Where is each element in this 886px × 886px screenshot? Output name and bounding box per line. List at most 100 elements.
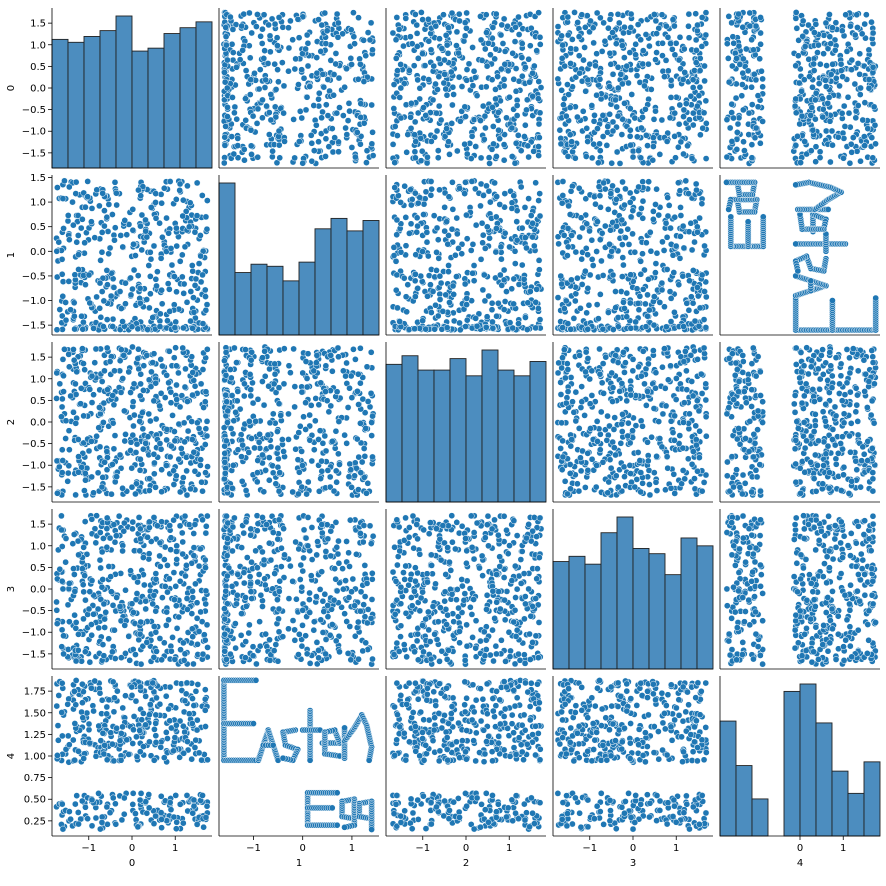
scatter-point: [132, 449, 140, 456]
scatter-point: [696, 83, 704, 91]
scatter-point: [402, 293, 410, 301]
scatter-point: [275, 14, 283, 21]
scatter-point: [302, 106, 310, 114]
scatter-point: [172, 344, 179, 352]
scatter-point: [559, 41, 566, 49]
scatter-point: [272, 480, 280, 488]
scatter-point: [846, 159, 854, 167]
scatter-point: [165, 379, 172, 387]
scatter-point: [173, 224, 180, 232]
scatter-point: [687, 219, 695, 227]
scatter-point: [190, 294, 197, 301]
scatter-point: [130, 411, 138, 419]
scatter-point: [741, 147, 748, 154]
scatter-point: [260, 401, 268, 409]
scatter-point: [564, 81, 571, 88]
scatter-point: [109, 461, 116, 468]
scatter-point: [739, 81, 746, 88]
scatter-point: [798, 112, 806, 120]
scatter-point: [221, 78, 229, 86]
scatter-point: [492, 248, 500, 256]
scatter-point: [669, 16, 677, 23]
scatter-point: [671, 22, 678, 30]
scatter-point: [809, 126, 817, 134]
scatter-point: [618, 216, 626, 224]
scatter-point: [691, 67, 698, 74]
scatter-point: [184, 398, 191, 405]
scatter-point: [53, 395, 60, 402]
scatter-point: [815, 80, 823, 87]
scatter-point: [302, 426, 309, 433]
scatter-point: [339, 112, 347, 119]
scatter-point: [441, 227, 449, 235]
scatter-point: [477, 256, 485, 263]
scatter-point: [511, 159, 519, 167]
scatter-point: [868, 18, 875, 26]
scatter-point: [157, 255, 165, 262]
scatter-point: [645, 60, 652, 68]
scatter-point: [434, 236, 442, 244]
scatter-point: [856, 70, 863, 78]
scatter-point: [582, 153, 590, 160]
scatter-point: [560, 305, 568, 312]
scatter-point: [608, 159, 616, 167]
scatter-point: [323, 27, 331, 35]
y-tick-label: 0.0: [30, 84, 46, 95]
scatter-point: [513, 236, 521, 244]
scatter-point: [146, 475, 153, 482]
scatter-point: [702, 31, 710, 39]
scatter-point: [280, 345, 288, 352]
scatter-point: [596, 147, 604, 154]
scatter-point: [653, 30, 660, 37]
scatter-point: [197, 252, 205, 260]
scatter-point: [132, 252, 139, 259]
scatter-point: [246, 91, 254, 98]
scatter-point: [198, 478, 205, 486]
scatter-point: [147, 255, 155, 263]
scatter-point: [554, 23, 562, 30]
scatter-point: [164, 317, 171, 325]
scatter-point: [316, 427, 324, 435]
panel-0-3: [552, 8, 713, 169]
scatter-point: [103, 448, 111, 455]
scatter-point: [529, 69, 536, 77]
scatter-point: [147, 290, 154, 298]
scatter-point: [609, 271, 617, 279]
scatter-point: [189, 369, 197, 376]
scatter-point: [698, 271, 706, 279]
scatter-point: [472, 143, 480, 150]
scatter-point: [858, 30, 866, 38]
scatter-point: [472, 221, 480, 229]
scatter-point: [865, 46, 873, 54]
scatter-point: [461, 140, 469, 148]
scatter-point: [149, 359, 157, 366]
scatter-point: [477, 36, 485, 44]
scatter-point: [156, 440, 164, 447]
scatter-point: [303, 383, 311, 391]
scatter-point: [625, 241, 633, 248]
scatter-point: [441, 70, 449, 78]
scatter-point: [479, 231, 487, 239]
scatter-point: [147, 204, 155, 211]
scatter-point: [322, 101, 330, 109]
scatter-point: [411, 148, 419, 156]
scatter-point: [810, 60, 817, 68]
scatter-point: [726, 124, 734, 132]
scatter-point: [559, 178, 567, 185]
scatter-point: [394, 67, 401, 74]
scatter-point: [333, 478, 340, 486]
scatter-point: [334, 344, 342, 352]
scatter-point: [609, 182, 616, 190]
scatter-point: [676, 33, 684, 41]
scatter-point: [530, 242, 538, 250]
scatter-point: [536, 212, 544, 220]
scatter-point: [350, 9, 357, 17]
scatter-point: [572, 290, 580, 298]
scatter-point: [81, 239, 88, 247]
scatter-point: [321, 9, 329, 17]
scatter-point: [357, 140, 364, 148]
scatter-point: [65, 363, 73, 371]
scatter-point: [402, 242, 410, 250]
scatter-point: [508, 205, 516, 212]
scatter-point: [729, 33, 737, 41]
